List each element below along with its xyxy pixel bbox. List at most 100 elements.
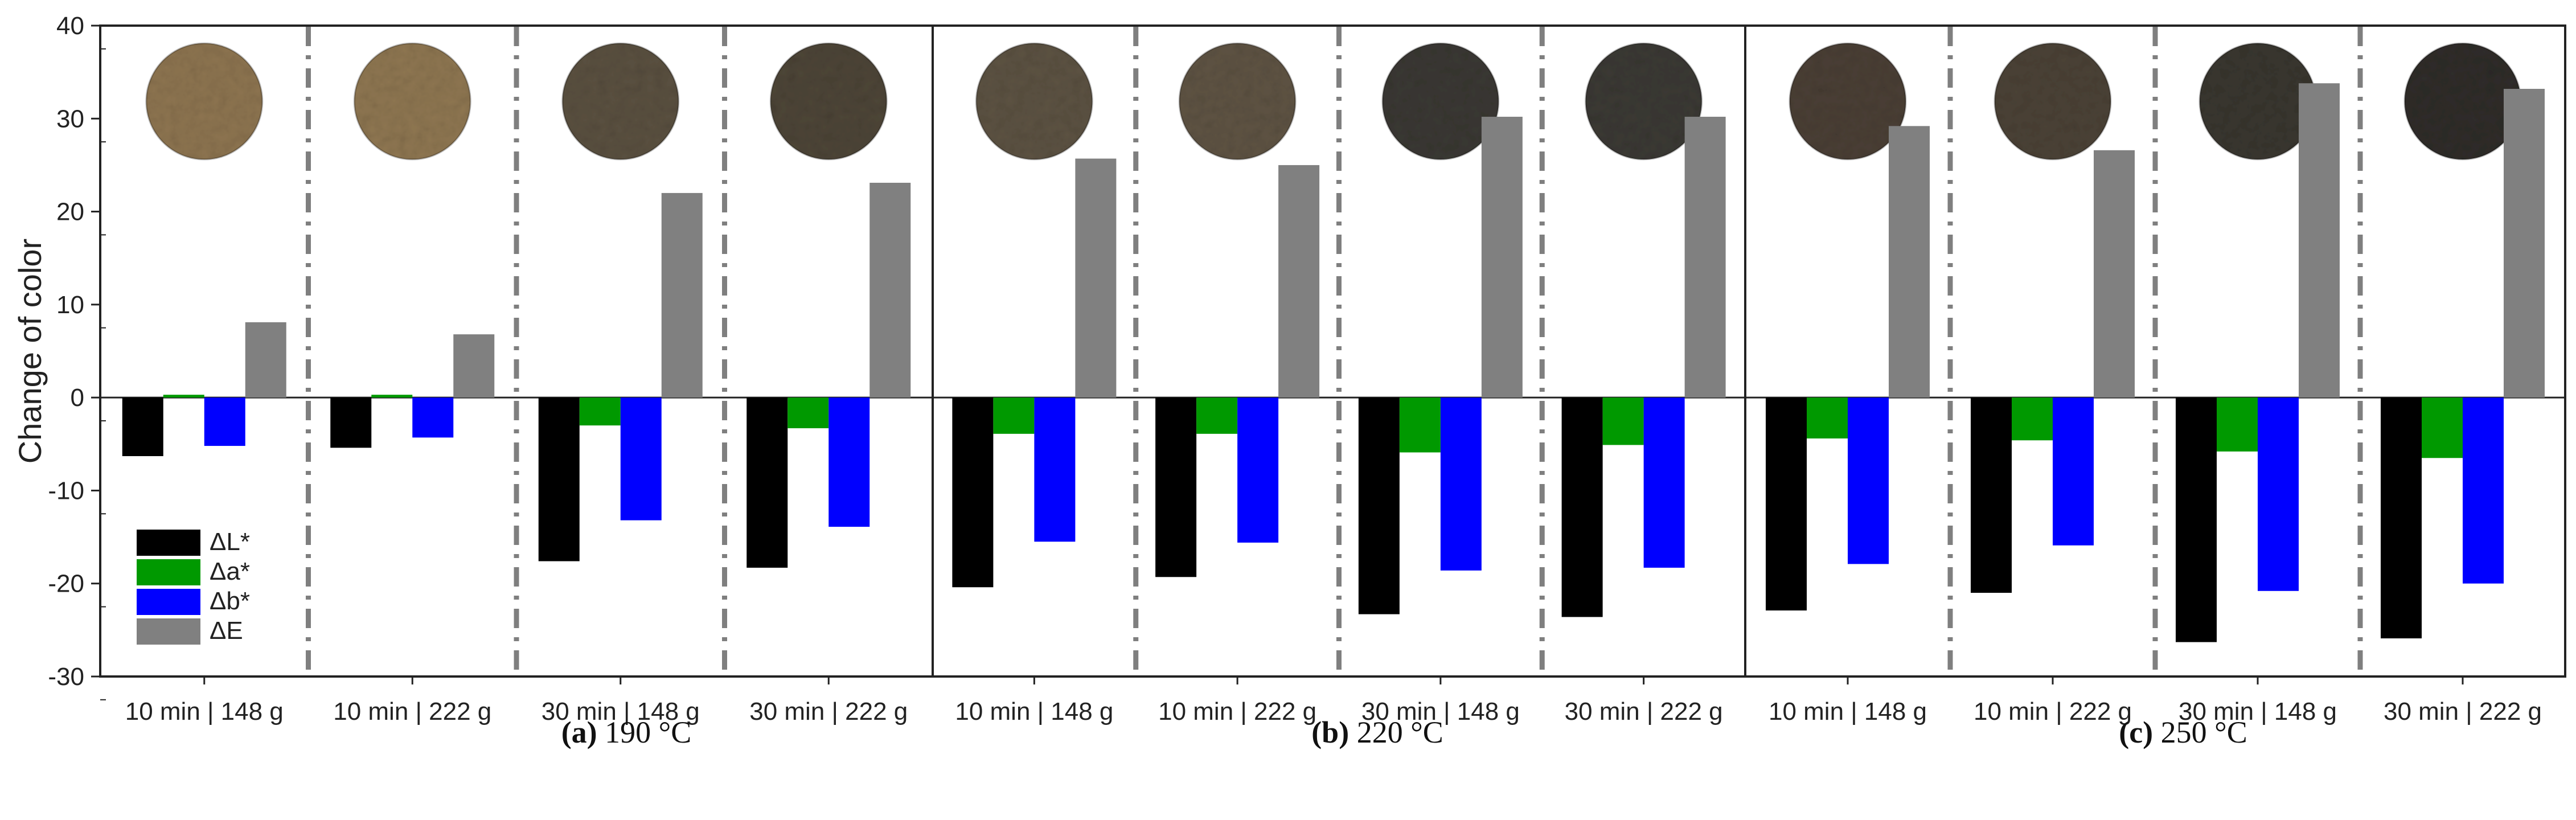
bar-db <box>2053 397 2094 546</box>
category-label: 10 min | 222 g <box>1158 698 1316 725</box>
category-label: 30 min | 222 g <box>749 698 908 725</box>
panel-frame <box>1744 24 2566 678</box>
legend-swatch-db <box>137 589 200 615</box>
y-tick-label: 0 <box>71 384 84 412</box>
bar-dL <box>122 397 163 457</box>
category-label: 10 min | 222 g <box>1974 698 2132 725</box>
legend-label-dE: ΔE <box>210 617 243 645</box>
bar-da <box>1196 397 1238 434</box>
sample-photo <box>1995 43 2111 159</box>
sample-photo <box>976 43 1093 159</box>
panel-caption-b-temp: 220 °C <box>1356 715 1443 749</box>
bar-db <box>2463 397 2504 584</box>
sample-photo <box>1179 43 1296 159</box>
sample-photo <box>2200 43 2316 159</box>
bar-da <box>2012 397 2053 441</box>
bar-dE <box>245 322 286 398</box>
sample-photo-rim <box>1993 42 2112 161</box>
bar-db <box>1237 397 1279 543</box>
bar-db <box>2258 397 2299 591</box>
bar-da <box>1602 397 1644 445</box>
bar-da <box>371 395 413 398</box>
y-tick-label: -30 <box>48 663 84 691</box>
bar-da <box>1399 397 1441 453</box>
panels: 10 min | 148 g 10 min | 222 g 30 min | 148… <box>99 24 2566 725</box>
bar-dL <box>538 397 580 561</box>
bar-db <box>1848 397 1889 564</box>
y-tick-label: -20 <box>48 570 84 598</box>
category-label: 30 min | 148 g <box>542 698 700 725</box>
y-tick-label: -10 <box>48 477 84 505</box>
sample-photo-rim <box>1789 42 1907 161</box>
panel-caption-c: (c) 250 °C <box>1984 715 2382 750</box>
sample-photo <box>2405 43 2521 159</box>
bar-dE <box>2504 89 2545 398</box>
legend-swatch-dE <box>137 618 200 645</box>
sample-photo-rim <box>353 42 471 161</box>
sample-photo-rim <box>975 42 1093 161</box>
category-label: 10 min | 148 g <box>1769 698 1927 725</box>
bar-dL <box>2381 397 2422 639</box>
sample-photo-rim <box>561 42 680 161</box>
sample-photo <box>770 43 887 159</box>
legend-swatch-da <box>137 559 200 585</box>
bar-dL <box>1971 397 2012 593</box>
sample-photo-rim <box>1381 42 1500 161</box>
panel-caption-a-temp: 190 °C <box>605 715 692 749</box>
bar-da <box>993 397 1035 434</box>
panel-b: 10 min | 148 g 10 min | 222 g 30 min | 148… <box>932 24 1746 725</box>
bar-da <box>1807 397 1848 438</box>
bar-dE <box>1889 126 1930 398</box>
legend-label-db: Δb* <box>210 587 250 615</box>
bar-db <box>1034 397 1076 542</box>
bar-dL <box>746 397 788 568</box>
bar-dE <box>1481 117 1523 398</box>
bar-dE <box>869 182 911 398</box>
sample-photo-rim <box>769 42 888 161</box>
bar-dL <box>1766 397 1807 611</box>
panel-a: 10 min | 148 g 10 min | 222 g 30 min | 148… <box>99 24 934 725</box>
legend-swatch-dL <box>137 530 200 556</box>
bar-db <box>620 397 662 520</box>
sample-photo <box>146 43 262 159</box>
sample-photo <box>1790 43 1906 159</box>
bar-da <box>2422 397 2463 458</box>
bar-db <box>1643 397 1685 568</box>
panel-caption-a-label: (a) <box>561 715 597 749</box>
y-axis: 40 30 20 10 0 -10 -20 -30 Change of color <box>12 12 106 700</box>
category-label: 30 min | 222 g <box>2384 698 2542 725</box>
bar-db <box>1440 397 1482 571</box>
sample-photo <box>562 43 679 159</box>
sample-photo <box>1585 43 1702 159</box>
sample-photo-rim <box>1178 42 1297 161</box>
bar-dE <box>1684 117 1726 398</box>
legend: ΔL*Δa*Δb*ΔE <box>137 528 250 645</box>
y-tick-label: 40 <box>56 12 84 40</box>
bar-dL <box>1358 397 1400 614</box>
bar-dL <box>2176 397 2217 642</box>
y-axis-title: Change of color <box>12 239 48 464</box>
sample-photo <box>354 43 471 159</box>
category-label: 30 min | 148 g <box>2179 698 2337 725</box>
sample-photo <box>1382 43 1499 159</box>
bar-dL <box>1155 397 1197 577</box>
y-tick-label: 10 <box>56 291 84 319</box>
bar-dE <box>1278 165 1320 398</box>
category-label: 30 min | 148 g <box>1361 698 1520 725</box>
bar-dE <box>1075 158 1117 398</box>
panel-caption-a: (a) 190 °C <box>427 715 826 750</box>
category-label: 10 min | 222 g <box>333 698 491 725</box>
bar-dE <box>453 334 495 398</box>
bar-da <box>2217 397 2258 452</box>
y-tick-label: 20 <box>56 198 84 226</box>
category-label: 10 min | 148 g <box>125 698 284 725</box>
sample-photo-rim <box>145 42 264 161</box>
panel-caption-b: (b) 220 °C <box>1178 715 1577 750</box>
panel-caption-b-label: (b) <box>1311 715 1349 749</box>
bar-db <box>412 397 454 438</box>
bar-dE <box>2299 83 2340 398</box>
bar-da <box>163 395 204 398</box>
sample-photo-rim <box>1585 42 1703 161</box>
category-label: 10 min | 148 g <box>955 698 1113 725</box>
